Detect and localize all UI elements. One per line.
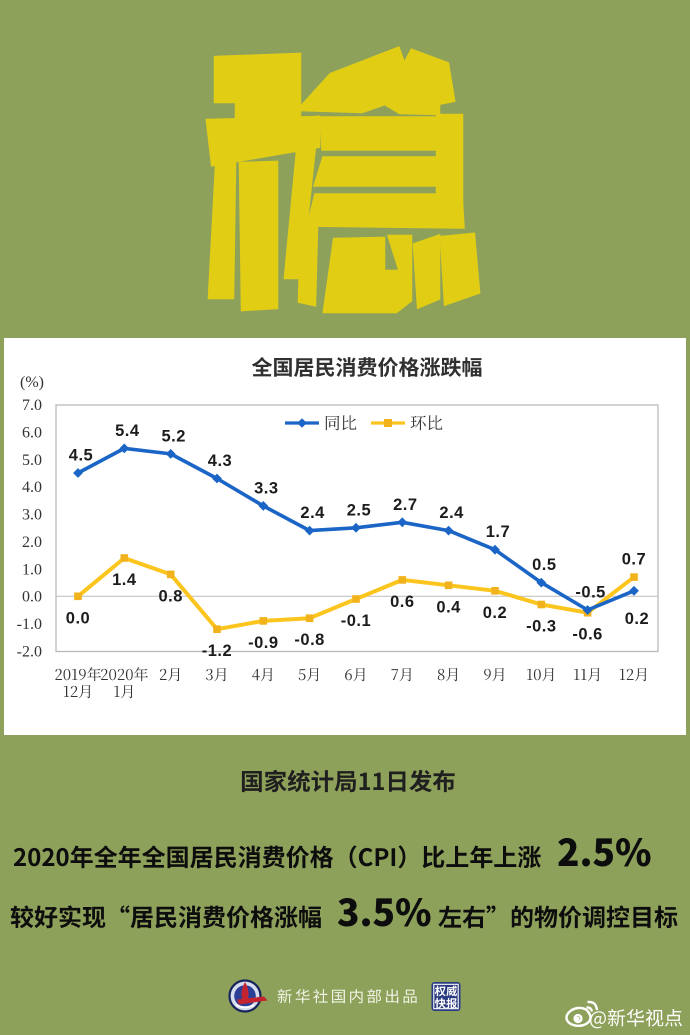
svg-text:-0.6: -0.6 [572,626,602,644]
svg-text:0.6: 0.6 [390,593,414,611]
svg-text:4.3: 4.3 [208,452,232,470]
svg-text:-1.2: -1.2 [202,642,232,660]
svg-text:1.7: 1.7 [486,523,510,541]
svg-text:3.0: 3.0 [22,507,42,524]
svg-text:1.0: 1.0 [22,561,42,578]
svg-text:-0.1: -0.1 [341,612,371,630]
svg-text:0.8: 0.8 [158,587,182,605]
svg-text:(%): (%) [20,374,44,391]
svg-text:5.4: 5.4 [115,422,140,440]
svg-text:0.5: 0.5 [532,556,556,574]
svg-text:2.7: 2.7 [393,496,417,514]
svg-text:2.4: 2.4 [300,504,325,522]
svg-text:2.4: 2.4 [439,504,464,522]
svg-text:-0.3: -0.3 [526,618,556,636]
svg-text:0.0: 0.0 [22,589,42,606]
svg-text:2.5: 2.5 [347,501,371,519]
svg-text:4.5: 4.5 [69,447,93,465]
svg-text:5.0: 5.0 [22,452,42,469]
svg-text:0.0: 0.0 [66,609,90,627]
svg-text:0.2: 0.2 [625,610,649,628]
svg-text:-0.8: -0.8 [294,631,324,649]
svg-text:2.0: 2.0 [22,534,42,551]
svg-text:0.4: 0.4 [436,598,461,616]
svg-text:4.0: 4.0 [22,479,42,496]
svg-text:-2.0: -2.0 [17,644,42,661]
svg-text:0.2: 0.2 [483,604,507,622]
svg-text:6.0: 6.0 [22,424,42,441]
svg-text:5.2: 5.2 [161,427,185,445]
svg-text:1.4: 1.4 [112,571,137,589]
svg-text:-1.0: -1.0 [17,616,42,633]
svg-text:7.0: 7.0 [22,397,42,414]
svg-text:3.3: 3.3 [254,479,278,497]
svg-text:-0.5: -0.5 [575,583,605,601]
svg-text:-0.9: -0.9 [248,634,278,652]
svg-text:0.7: 0.7 [622,551,646,569]
